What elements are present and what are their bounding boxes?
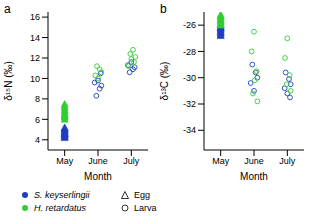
svg-text:δ¹⁵N (‰): δ¹⁵N (‰) <box>8 61 14 101</box>
svg-text:16: 16 <box>30 12 40 22</box>
svg-text:δ¹³C (‰): δ¹³C (‰) <box>159 62 170 101</box>
html-text:S. keyserlingii: S. keyserlingii <box>34 189 90 200</box>
svg-text:Month: Month <box>240 171 268 182</box>
svg-text:-28: -28 <box>183 47 196 57</box>
svg-text:Month: Month <box>84 171 112 182</box>
svg-text:-30: -30 <box>183 73 196 83</box>
svg-text:June: June <box>88 156 108 166</box>
svg-text:12: 12 <box>30 53 40 63</box>
svg-text:6: 6 <box>35 115 40 125</box>
svg-text:May: May <box>212 156 230 166</box>
svg-text:-32: -32 <box>183 99 196 109</box>
html-text:H. retardatus: H. retardatus <box>34 202 86 213</box>
svg-text:10: 10 <box>30 74 40 84</box>
svg-text:July: July <box>279 156 296 166</box>
svg-text:14: 14 <box>30 33 40 43</box>
svg-text:-34: -34 <box>183 125 196 135</box>
svg-text:-26: -26 <box>183 20 196 30</box>
svg-text:May: May <box>56 156 74 166</box>
svg-text:4: 4 <box>35 135 40 145</box>
html-text:a: a <box>4 2 11 16</box>
svg-text:July: July <box>123 156 140 166</box>
html-text:b: b <box>160 2 167 16</box>
svg-text:8: 8 <box>35 94 40 104</box>
html-text:Larva: Larva <box>134 202 157 213</box>
html-text:Egg: Egg <box>134 189 150 200</box>
svg-text:June: June <box>244 156 264 166</box>
